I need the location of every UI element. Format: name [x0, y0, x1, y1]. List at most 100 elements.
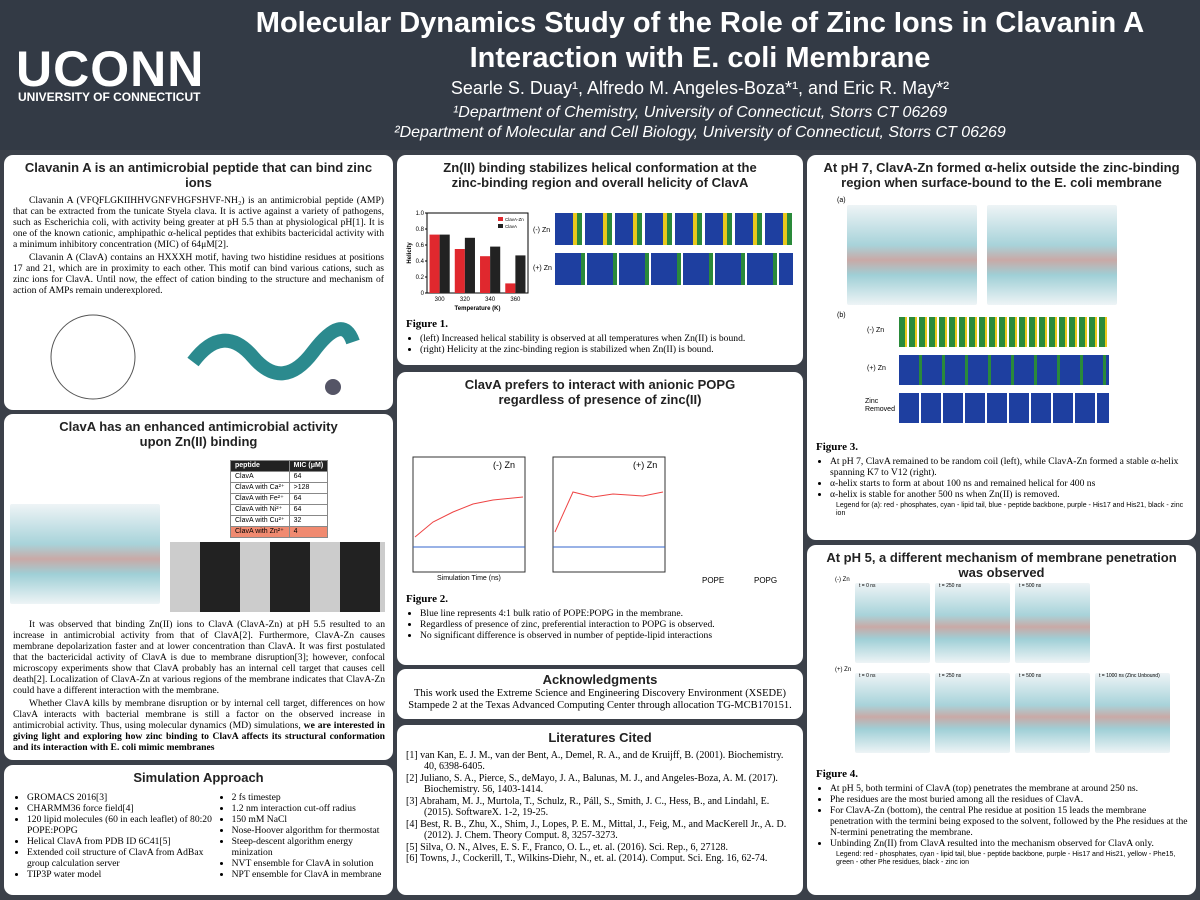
- cell: ClavA with Cu²⁺: [230, 515, 290, 528]
- row: ClavA with Ca²⁺ >128: [230, 482, 329, 495]
- panel-title: Literatures Cited: [548, 730, 652, 745]
- row-label: (-) Zn: [867, 327, 885, 334]
- panel-title: At pH 7, ClavA-Zn formed α-helix outside…: [816, 160, 1187, 191]
- refs-panel: Literatures Cited [1] van Kan, E. J. M.,…: [397, 725, 803, 895]
- dssp-plot: [899, 393, 1109, 423]
- lipid-label: POPG: [754, 576, 778, 585]
- bullet: CHARMM36 force field[4]: [27, 803, 214, 814]
- bullet: Steep-descent algorithm energy minizatio…: [232, 836, 384, 858]
- snapshot: [935, 583, 1010, 663]
- panel-label: (b): [837, 312, 846, 319]
- x-tick-label: 360: [510, 297, 521, 303]
- row: ClavA with Cu²⁺ 32: [230, 515, 329, 528]
- title-line: At pH 7, ClavA-Zn formed α-helix outside…: [823, 160, 1180, 175]
- caption-title: Figure 4.: [816, 768, 858, 780]
- panel-title: Simulation Approach: [133, 770, 264, 785]
- frame-label: t = 500 ns: [1019, 673, 1042, 679]
- x-axis-label: Temperature (K): [455, 306, 501, 312]
- snapshot: [935, 673, 1010, 753]
- bullet: 1.2 nm interaction cut-off radius: [232, 803, 384, 814]
- bullet: Regardless of presence of zinc, preferen…: [420, 619, 796, 630]
- reference: [6] Towns, J., Cockerill, T., Wilkins-Di…: [406, 853, 768, 865]
- row: ClavA with Zn²⁺ 4: [230, 526, 329, 539]
- reference: [4] Best, R. B., Zhu, X., Shim, J., Lope…: [406, 818, 787, 842]
- bar: [490, 246, 501, 293]
- cell: 64: [288, 493, 329, 506]
- snapshot: [987, 205, 1117, 305]
- affiliations: ¹Department of Chemistry, University of …: [200, 103, 1200, 143]
- bullet: Extended coil structure of ClavA from Ad…: [27, 847, 214, 869]
- panel-label: (a): [837, 197, 846, 204]
- title-line: upon Zn(II) binding: [139, 433, 258, 449]
- legend-label: ClavA-Zn: [505, 217, 524, 222]
- row: ClavA with Ni²⁺ 64: [230, 504, 329, 517]
- snapshot: [855, 673, 930, 753]
- dssp-plot: [555, 253, 793, 285]
- paragraph: Clavanin A (VFQFLGKIIHHVGNFVHGFSHVF-NH₂)…: [13, 194, 384, 250]
- dssp-plot: [555, 213, 793, 245]
- legend: Legend: red - phosphates, cyan - lipid t…: [836, 850, 1176, 866]
- lipid-label: POPE: [702, 576, 725, 585]
- activity-panel: ClavA has an enhanced antimicrobial acti…: [4, 414, 393, 760]
- legend-swatch: [498, 224, 503, 228]
- header-cell: peptide: [230, 459, 290, 473]
- bullet: No significant difference is observed in…: [420, 630, 796, 641]
- list: Blue line represents 4:1 bulk ratio of P…: [406, 608, 796, 641]
- helix-ribbon: [187, 322, 360, 381]
- list: (left) Increased helical stability is ob…: [406, 333, 796, 355]
- snapshot: [1015, 583, 1090, 663]
- ref-list: [1] van Kan, E. J. M., van der Bent, A.,…: [406, 750, 794, 865]
- title-line: Zn(II) binding stabilizes helical confor…: [443, 160, 757, 175]
- bullet: 150 mM NaCl: [232, 814, 384, 825]
- helix-figure: [50, 314, 360, 400]
- bar: [439, 234, 450, 293]
- bullet: For ClavA-Zn (bottom), the central Phe r…: [830, 805, 1188, 838]
- x-tick-label: 320: [460, 297, 471, 303]
- cell: ClavA with Fe²⁺: [230, 493, 290, 506]
- reference: [3] Abraham, M. J., Murtola, T., Schulz,…: [406, 795, 770, 819]
- emphasis: we are interested in giving light and ex…: [13, 720, 385, 754]
- methods-panel: Simulation Approach GROMACS 2016[3]CHARM…: [4, 765, 393, 895]
- bar: [454, 249, 465, 293]
- cell: ClavA with Zn²⁺: [230, 526, 290, 539]
- row-label: (+) Zn: [835, 667, 852, 673]
- bullet: (left) Increased helical stability is ob…: [420, 333, 796, 344]
- caption-title: Figure 2.: [406, 593, 448, 605]
- title-line: Molecular Dynamics Study of the Role of …: [255, 7, 1145, 39]
- reference: [2] Juliano, S. A., Pierce, S., deMayo, …: [406, 772, 778, 796]
- snapshot: [847, 205, 977, 305]
- snapshot: [1015, 673, 1090, 753]
- snapshot: [1095, 673, 1170, 753]
- ack-panel: Acknowledgments This work used the Extre…: [397, 669, 803, 719]
- bar: [464, 237, 475, 293]
- list: GROMACS 2016[3]CHARMM36 force field[4]12…: [13, 792, 214, 880]
- title-line: Interaction with E. coli Membrane: [469, 42, 931, 74]
- bullet: Nose-Hoover algorithm for thermostat: [232, 825, 384, 836]
- panel-label: (+) Zn: [533, 265, 552, 272]
- row-label: Zinc Removed: [865, 398, 895, 414]
- cell: ClavA with Ca²⁺: [230, 482, 290, 495]
- list: 2 fs timestep1.2 nm interaction cut-off …: [218, 792, 384, 880]
- helicity-chart: 0 0.2 0.4 0.6 0.8 1.0 300 320 340 360 ClavA-Zn Clav…: [407, 211, 529, 312]
- reference: [5] Silva, O. N., Alves, E. S. F., Franc…: [406, 841, 728, 853]
- header: UCONN UNIVERSITY OF CONNECTICUT Molecula…: [0, 0, 1200, 150]
- y-axis-label: Helicity: [407, 242, 413, 264]
- panel-label: (+) Zn: [633, 460, 658, 470]
- bullet: (right) Helicity at the zinc-binding reg…: [420, 344, 796, 355]
- panel-title: Zn(II) binding stabilizes helical confor…: [406, 160, 794, 191]
- bullet: 2 fs timestep: [232, 792, 384, 803]
- panel-label: (-) Zn: [493, 460, 515, 470]
- caption-title: Figure 3.: [816, 441, 858, 453]
- title-line: regardless of presence of zinc(II): [498, 391, 702, 407]
- mic-table: peptide MIC (μM) ClavA 64 ClavA with Ca²⁺ >12…: [230, 459, 329, 539]
- row-label: (-) Zn: [835, 577, 850, 583]
- frame-label: t = 1000 ns (Zinc Unbound): [1099, 673, 1160, 679]
- bullet: α-helix is stable for another 500 ns whe…: [830, 489, 1188, 500]
- panel-title: Acknowledgments: [542, 672, 658, 687]
- bar: [480, 256, 491, 293]
- logo-sub: UNIVERSITY OF CONNECTICUT: [18, 90, 201, 104]
- bullet: Unbinding Zn(II) from ClavA resulted int…: [830, 838, 1188, 849]
- header-cell: MIC (μM): [288, 459, 329, 473]
- y-tick-label: 0.8: [416, 227, 425, 233]
- bullet: α-helix starts to form at about 100 ns a…: [830, 478, 1188, 489]
